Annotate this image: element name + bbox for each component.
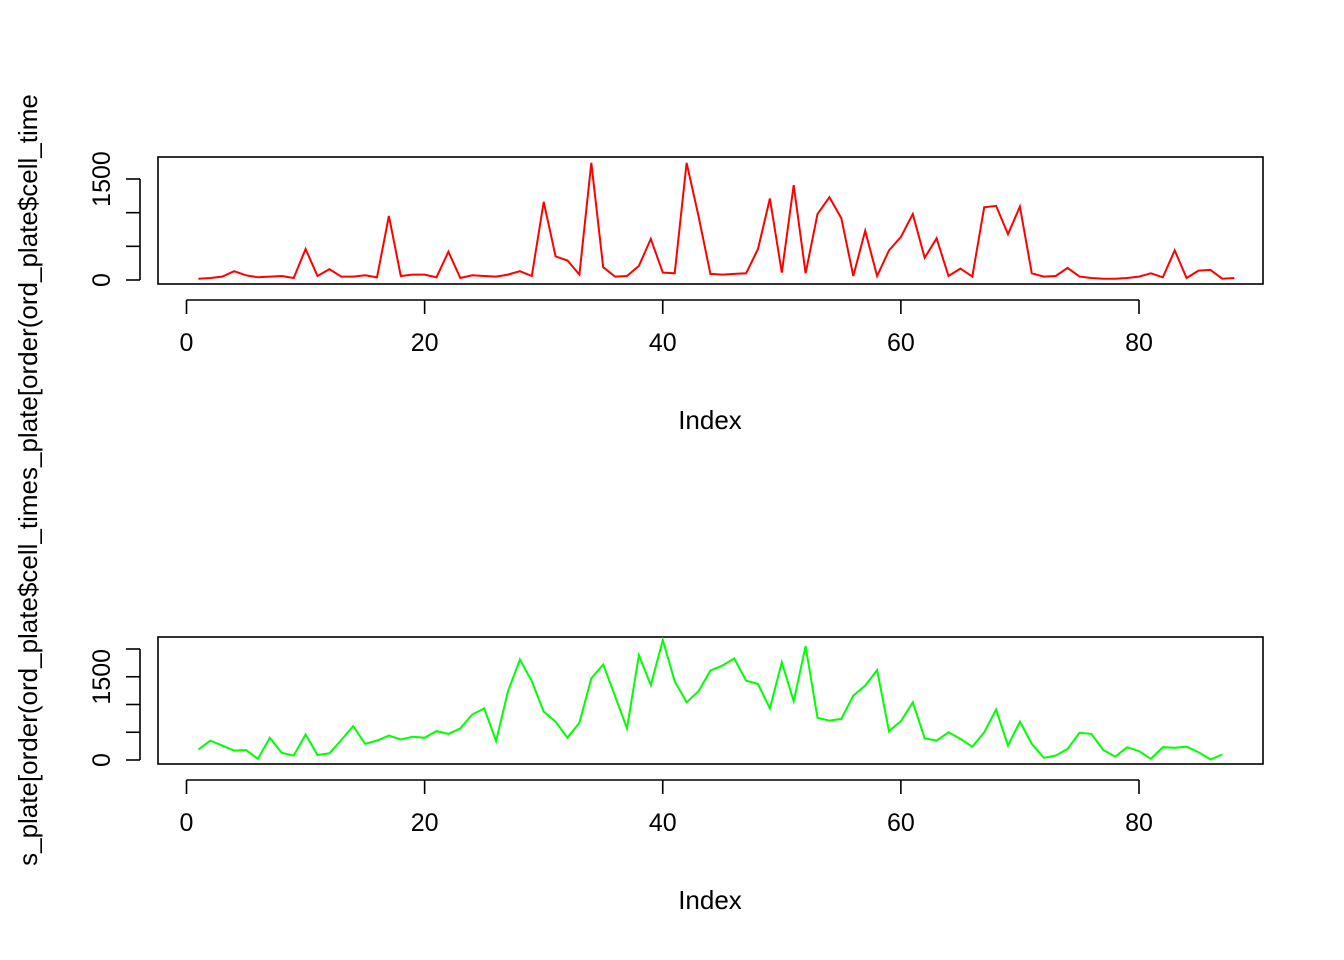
series-line bbox=[197, 636, 1223, 761]
x-tick-label: 0 bbox=[180, 809, 194, 837]
x-tick-label: 40 bbox=[649, 809, 677, 837]
x-axis-label: Index bbox=[678, 405, 742, 435]
series-line bbox=[198, 162, 1235, 280]
plot-box bbox=[157, 156, 1264, 285]
x-axis-label: Index bbox=[678, 885, 742, 915]
series-polyline bbox=[198, 162, 1235, 280]
y-tick-label: 0 bbox=[88, 753, 116, 767]
x-axis: 0 20 40 60 80 bbox=[180, 299, 1153, 357]
y-axis: 0 1500 bbox=[88, 151, 141, 287]
x-tick-label: 60 bbox=[887, 329, 915, 357]
y-tick-label: 0 bbox=[88, 273, 116, 287]
plot-box bbox=[157, 636, 1264, 765]
y-axis: 0 1500 bbox=[88, 648, 141, 767]
y-tick-label: 1500 bbox=[88, 151, 116, 207]
x-tick-label: 60 bbox=[887, 809, 915, 837]
x-tick-label: 20 bbox=[411, 329, 439, 357]
x-tick-label: 80 bbox=[1125, 809, 1153, 837]
y-axis-label: s_plate[order(ord_plate$cell_times_plate… bbox=[13, 94, 43, 866]
x-tick-label: 0 bbox=[180, 329, 194, 357]
series-polyline bbox=[197, 636, 1223, 761]
y-tick-label: 1500 bbox=[88, 649, 116, 705]
bottom-line-chart: 0 20 40 60 80 0 1500 Index bbox=[88, 636, 1264, 915]
x-tick-label: 40 bbox=[649, 329, 677, 357]
x-tick-label: 80 bbox=[1125, 329, 1153, 357]
top-line-chart: 0 20 40 60 80 0 1500 Index bbox=[88, 151, 1264, 435]
x-tick-label: 20 bbox=[411, 809, 439, 837]
x-axis: 0 20 40 60 80 bbox=[180, 779, 1153, 837]
